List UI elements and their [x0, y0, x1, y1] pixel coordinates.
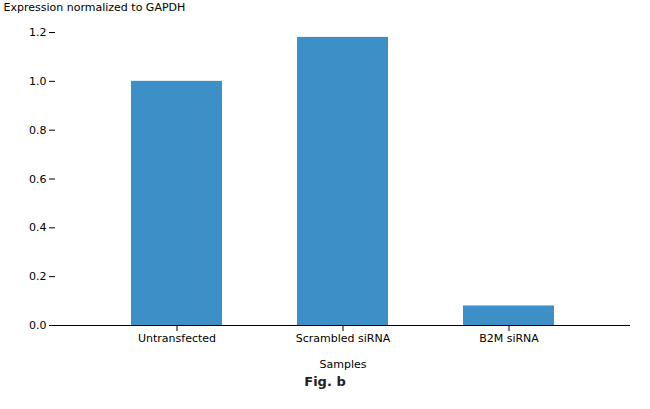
svg-text:B2M siRNA: B2M siRNA [479, 332, 539, 345]
svg-text:0.0: 0.0 [29, 319, 47, 332]
svg-text:Untransfected: Untransfected [138, 332, 216, 345]
svg-text:0.4: 0.4 [29, 221, 47, 234]
html-text:Fig. b: Fig. b [304, 374, 346, 389]
svg-text:0.6: 0.6 [29, 173, 47, 186]
svg-text:1.2: 1.2 [29, 26, 47, 39]
svg-text:1.0: 1.0 [29, 75, 47, 88]
svg-text:Expression normalized to GAPDH: Expression normalized to GAPDH [4, 1, 186, 14]
svg-text:Samples: Samples [320, 358, 367, 371]
svg-text:0.2: 0.2 [29, 270, 47, 283]
svg-text:Scrambled siRNA: Scrambled siRNA [296, 332, 391, 345]
svg-text:0.8: 0.8 [29, 124, 47, 137]
